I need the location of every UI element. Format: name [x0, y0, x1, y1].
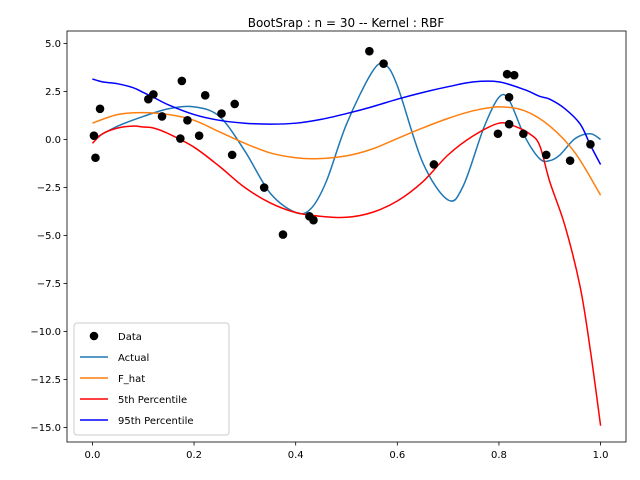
- data-point: [176, 134, 185, 143]
- data-point: [217, 109, 226, 118]
- y-tick-label: −12.5: [30, 375, 61, 386]
- legend-label: Data: [118, 332, 142, 343]
- legend-label: 95th Percentile: [118, 416, 194, 427]
- data-point: [379, 59, 388, 68]
- data-point: [149, 90, 158, 99]
- legend-label: F_hat: [118, 374, 145, 385]
- series-line-5th-percentile: [91, 121, 602, 426]
- data-point: [227, 150, 237, 160]
- y-axis: 5.0 2.5 0.0 −2.5 −5.0 −7.5 −10.0 −12.5 −15.0: [30, 39, 67, 434]
- data-point: [541, 150, 551, 160]
- data-point: [502, 69, 512, 79]
- data-point: [95, 104, 105, 114]
- legend-box: [73, 322, 230, 436]
- data-point: [519, 129, 528, 139]
- data-points: [89, 46, 595, 239]
- data-point: [200, 91, 210, 100]
- x-tick-label: 0.4: [288, 450, 304, 461]
- x-tick-label: 0.8: [491, 450, 507, 461]
- legend-label: 5th Percentile: [118, 395, 187, 406]
- data-point: [509, 70, 519, 80]
- data-point: [157, 112, 167, 121]
- data-point: [91, 153, 100, 163]
- data-point: [230, 99, 239, 109]
- data-point: [493, 129, 503, 139]
- x-tick-label: 1.0: [593, 450, 609, 461]
- legend-label: Actual: [118, 353, 149, 364]
- data-point: [278, 230, 288, 239]
- data-point: [365, 46, 374, 56]
- series-layer: [91, 62, 602, 426]
- legend-marker: [89, 331, 99, 341]
- data-point: [429, 160, 439, 169]
- y-tick-label: 0.0: [45, 135, 61, 146]
- data-point: [89, 131, 99, 140]
- legend: Data Actual F_hat 5th Percentile 95th Percen…: [73, 322, 230, 436]
- plot-frame: [66, 30, 627, 443]
- y-tick-label: −2.5: [37, 183, 61, 194]
- data-point: [504, 92, 514, 102]
- data-point: [259, 183, 269, 192]
- x-tick-label: 0.6: [389, 450, 405, 461]
- series-line-f-hat: [92, 106, 602, 196]
- y-tick-label: −15.0: [30, 423, 61, 434]
- x-axis: 0.0 0.2 0.4 0.6 0.8 1.0: [84, 442, 609, 461]
- x-tick-label: 0.0: [84, 450, 100, 461]
- y-tick-label: 2.5: [45, 87, 61, 98]
- series-line-95th-percentile: [92, 78, 602, 165]
- data-point: [504, 119, 514, 129]
- y-tick-label: −5.0: [37, 231, 61, 242]
- y-tick-label: 5.0: [45, 39, 61, 50]
- y-tick-label: −7.5: [37, 279, 61, 290]
- y-tick-label: −10.0: [30, 327, 61, 338]
- data-point: [309, 215, 318, 225]
- data-point: [565, 156, 575, 165]
- data-point: [177, 76, 187, 86]
- x-tick-label: 0.2: [186, 450, 202, 461]
- data-point: [194, 131, 204, 140]
- data-point: [586, 140, 595, 149]
- chart-title: BootSrap : n = 30 -- Kernel : RBF: [248, 16, 445, 30]
- data-point: [183, 116, 192, 125]
